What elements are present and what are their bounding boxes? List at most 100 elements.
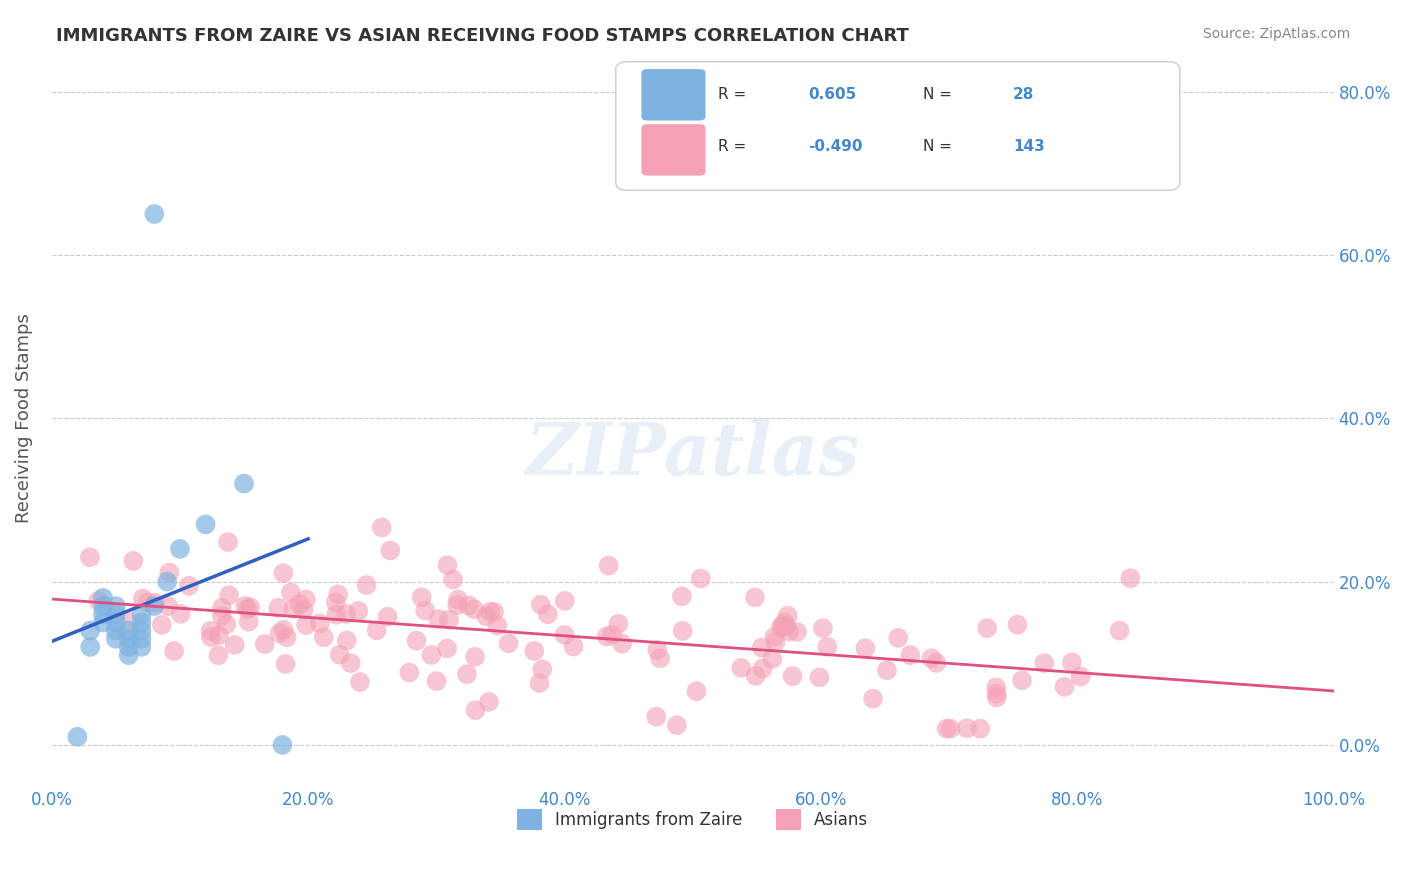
Asians xyxy=(425,674,447,689)
Asians xyxy=(920,651,942,665)
Asians xyxy=(456,667,478,681)
Immigrants from Zaire xyxy=(131,640,153,654)
Asians xyxy=(665,718,688,732)
Asians xyxy=(645,643,668,657)
Immigrants from Zaire xyxy=(233,476,256,491)
Asians xyxy=(441,573,464,587)
Asians xyxy=(157,566,180,580)
Asians xyxy=(876,663,898,677)
Immigrants from Zaire xyxy=(143,207,166,221)
Immigrants from Zaire xyxy=(104,599,127,613)
Asians xyxy=(405,633,427,648)
Asians xyxy=(325,607,347,622)
Asians xyxy=(457,599,479,613)
Asians xyxy=(87,594,110,608)
Asians xyxy=(464,649,486,664)
Asians xyxy=(239,600,262,615)
Asians xyxy=(811,621,834,635)
Asians xyxy=(773,615,796,630)
Asians xyxy=(898,648,921,662)
Asians xyxy=(600,628,623,642)
Asians xyxy=(200,630,222,644)
Immigrants from Zaire xyxy=(131,607,153,622)
Immigrants from Zaire xyxy=(104,615,127,630)
Asians xyxy=(347,604,370,618)
Immigrants from Zaire xyxy=(118,632,141,646)
Text: R =: R = xyxy=(718,139,747,153)
Asians xyxy=(356,578,378,592)
Asians xyxy=(976,621,998,635)
FancyBboxPatch shape xyxy=(641,69,706,120)
Asians xyxy=(554,594,576,608)
Asians xyxy=(312,630,335,644)
Asians xyxy=(751,640,773,655)
Asians xyxy=(380,543,402,558)
Asians xyxy=(482,605,505,619)
Immigrants from Zaire xyxy=(104,632,127,646)
Asians xyxy=(786,624,808,639)
Asians xyxy=(925,656,948,670)
Asians xyxy=(815,640,838,654)
Asians xyxy=(1119,571,1142,585)
Asians xyxy=(986,690,1008,705)
Asians xyxy=(607,616,630,631)
Text: IMMIGRANTS FROM ZAIRE VS ASIAN RECEIVING FOOD STAMPS CORRELATION CHART: IMMIGRANTS FROM ZAIRE VS ASIAN RECEIVING… xyxy=(56,27,910,45)
Asians xyxy=(427,612,450,626)
Text: 0.605: 0.605 xyxy=(808,87,856,103)
Asians xyxy=(236,602,259,616)
Asians xyxy=(685,684,707,698)
Immigrants from Zaire xyxy=(79,640,101,654)
Asians xyxy=(436,641,458,656)
Asians xyxy=(273,623,295,637)
Asians xyxy=(763,630,786,644)
FancyBboxPatch shape xyxy=(616,62,1180,190)
Asians xyxy=(770,620,793,634)
Asians xyxy=(233,599,256,613)
Asians xyxy=(853,641,876,656)
Asians xyxy=(782,669,804,683)
Immigrants from Zaire xyxy=(194,517,217,532)
Asians xyxy=(744,669,766,683)
Asians xyxy=(498,636,520,650)
Asians xyxy=(598,558,620,573)
Asians xyxy=(328,587,350,601)
Asians xyxy=(808,670,831,684)
Asians xyxy=(478,695,501,709)
Text: 28: 28 xyxy=(1014,87,1035,103)
Immigrants from Zaire xyxy=(156,574,179,589)
Asians xyxy=(956,721,979,735)
Asians xyxy=(143,596,166,610)
Asians xyxy=(276,630,298,644)
Immigrants from Zaire xyxy=(104,624,127,638)
Asians xyxy=(531,662,554,676)
Asians xyxy=(273,566,295,580)
Asians xyxy=(464,703,486,717)
Asians xyxy=(1053,680,1076,694)
Asians xyxy=(267,600,290,615)
Asians xyxy=(986,687,1008,701)
Asians xyxy=(371,520,394,534)
Asians xyxy=(648,651,671,665)
Asians xyxy=(79,550,101,565)
Legend: Immigrants from Zaire, Asians: Immigrants from Zaire, Asians xyxy=(510,803,875,837)
Asians xyxy=(1011,673,1033,687)
Immigrants from Zaire xyxy=(79,624,101,638)
Immigrants from Zaire xyxy=(143,599,166,613)
Asians xyxy=(132,591,155,606)
Immigrants from Zaire xyxy=(91,591,114,605)
Asians xyxy=(211,608,233,623)
Immigrants from Zaire xyxy=(271,738,294,752)
Text: N =: N = xyxy=(924,139,952,153)
Asians xyxy=(150,618,173,632)
Immigrants from Zaire xyxy=(66,730,89,744)
Asians xyxy=(939,722,962,736)
Asians xyxy=(366,624,388,638)
Asians xyxy=(1060,656,1083,670)
Asians xyxy=(413,603,436,617)
Asians xyxy=(447,592,470,607)
Asians xyxy=(887,631,910,645)
Immigrants from Zaire xyxy=(131,615,153,630)
Asians xyxy=(935,722,957,736)
Asians xyxy=(537,607,560,622)
Asians xyxy=(770,619,793,633)
